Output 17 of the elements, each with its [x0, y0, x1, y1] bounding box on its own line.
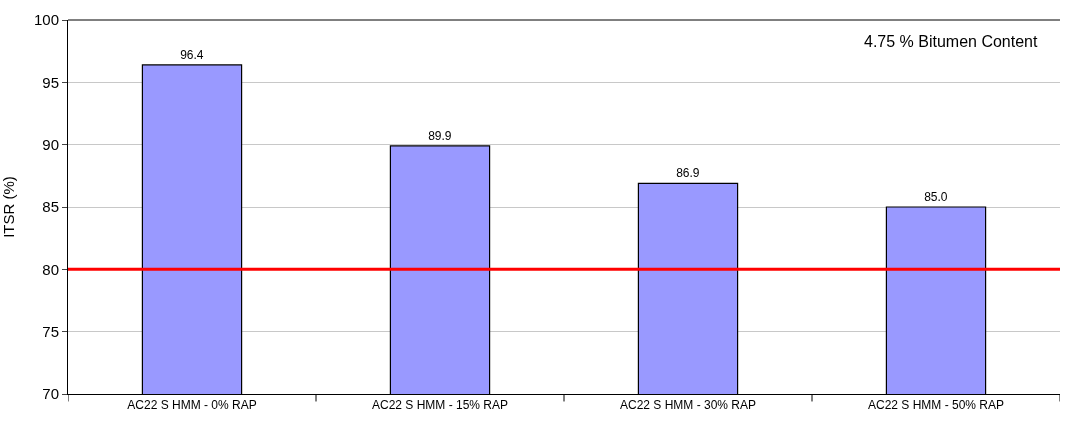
y-tick-label: 100 [33, 11, 59, 29]
x-tick-label: AC22 S HMM - 0% RAP [127, 398, 257, 413]
y-tick-label: 85 [42, 198, 59, 216]
y-tick-label: 80 [42, 260, 59, 278]
y-tick-label: 75 [42, 322, 59, 340]
y-tick-label: 90 [42, 135, 59, 153]
y-axis-title: ITSR (%) [0, 176, 18, 238]
x-tick-label: AC22 S HMM - 30% RAP [619, 398, 757, 413]
data-label: 89.9 [428, 128, 452, 143]
data-label: 86.9 [676, 166, 700, 181]
data-label: 96.4 [180, 47, 204, 62]
x-tick-label: AC22 S HMM - 50% RAP [867, 398, 1005, 413]
data-label: 85.0 [924, 190, 948, 204]
y-tick-label: 95 [42, 73, 59, 91]
x-tick-label: AC22 S HMM - 15% RAP [371, 398, 509, 413]
y-tick-label: 70 [42, 385, 59, 403]
annotation: 4.75 % Bitumen Content [864, 33, 1038, 50]
